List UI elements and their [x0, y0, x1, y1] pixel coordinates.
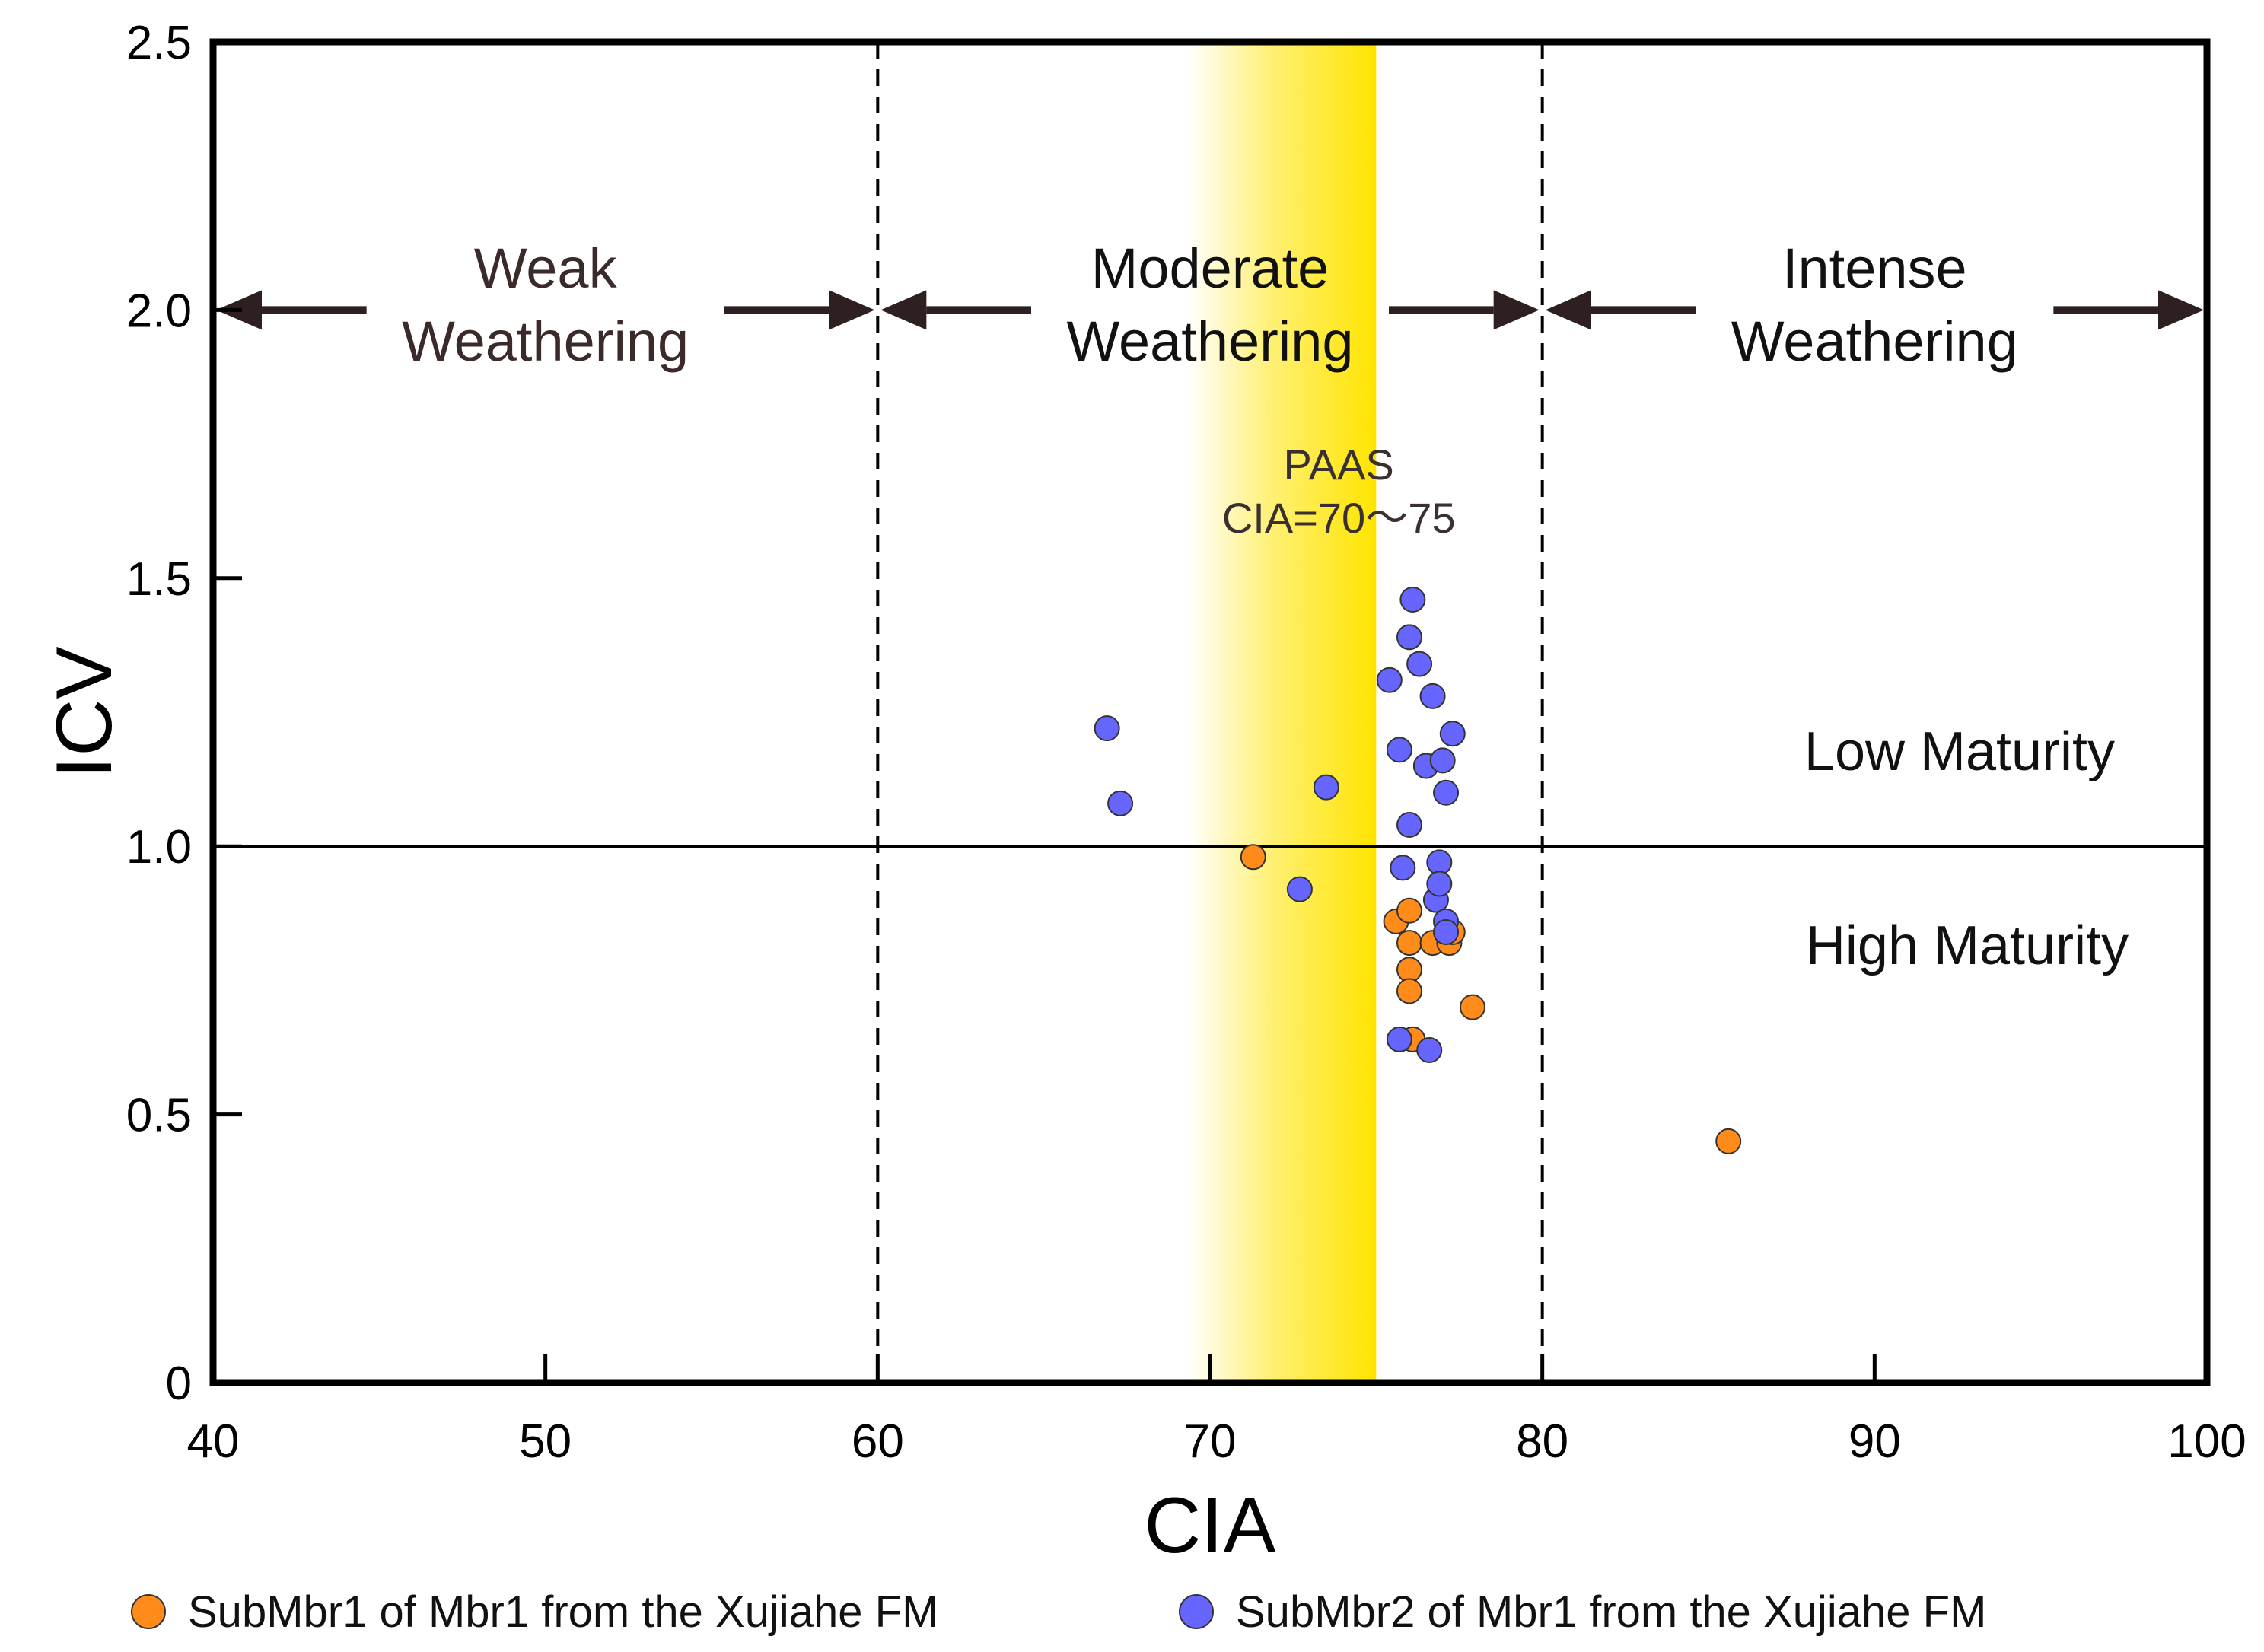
point-series2-2: [1286, 876, 1313, 902]
point-series1-10: [1459, 994, 1485, 1020]
point-series1-5: [1396, 978, 1422, 1004]
y-tick-label-2.5: 2.5: [126, 17, 192, 69]
point-series1-0: [1240, 844, 1266, 871]
zone-1-arrow-right-head: [1493, 290, 1540, 330]
point-series2-6: [1390, 855, 1416, 881]
point-series2-18: [1429, 747, 1456, 774]
paas-label: PAAS: [1284, 441, 1394, 489]
x-tick-label-60: 60: [852, 1415, 904, 1468]
zone-1-arrow-left-head: [880, 290, 927, 330]
point-series2-10: [1399, 586, 1426, 613]
point-series2-11: [1406, 651, 1433, 677]
point-series2-7: [1386, 1026, 1412, 1052]
point-series2-4: [1376, 667, 1403, 693]
point-series2-9: [1396, 624, 1422, 651]
point-series1-3: [1396, 930, 1422, 957]
paas-band: [1187, 42, 1377, 1383]
point-series2-8: [1396, 812, 1422, 839]
y-tick-label-0.5: 0.5: [126, 1090, 192, 1142]
y-tick-label-0: 0: [166, 1358, 192, 1410]
y-tick-label-1.5: 1.5: [126, 553, 192, 606]
x-tick-label-90: 90: [1848, 1415, 1901, 1468]
point-series2-0: [1094, 715, 1120, 742]
point-series1-2: [1396, 897, 1422, 924]
high-maturity-label: High Maturity: [1806, 915, 2129, 976]
point-series2-3: [1313, 774, 1339, 801]
point-series2-22: [1439, 721, 1466, 747]
x-axis-title: CIA: [1144, 1482, 1276, 1570]
x-tick-label-50: 50: [519, 1415, 572, 1468]
x-tick-label-40: 40: [187, 1415, 240, 1468]
legend-marker-submbr2: [1179, 1594, 1214, 1629]
point-series2-14: [1419, 683, 1446, 709]
zone-label-intense-line1: Intense: [1782, 237, 1967, 300]
y-tick-label-2: 2.0: [126, 285, 192, 337]
zone-label-moderate-line2: Weathering: [1066, 310, 1353, 373]
low-maturity-label: Low Maturity: [1804, 721, 2115, 782]
zone-label-moderate-line1: Moderate: [1091, 237, 1329, 300]
zone-label-intense-line2: Weathering: [1731, 310, 2018, 373]
zone-2-arrow-left-head: [1545, 290, 1591, 330]
point-series1-11: [1715, 1128, 1742, 1154]
y-axis-title: ICV: [40, 646, 129, 778]
y-tick-label-1: 1.0: [126, 821, 192, 874]
zone-2-arrow-right-head: [2158, 290, 2204, 330]
point-series2-5: [1386, 737, 1412, 763]
legend-marker-submbr1: [131, 1594, 166, 1629]
legend-label-submbr1: SubMbr1 of Mbr1 from the Xujiahe FM: [188, 1587, 938, 1637]
paas-cia-label: CIA=70～75: [1222, 494, 1456, 542]
legend: SubMbr1 of Mbr1 from the Xujiahe FM SubM…: [131, 1587, 1986, 1637]
point-series2-1: [1107, 790, 1134, 816]
point-series2-19: [1433, 779, 1460, 806]
x-tick-label-80: 80: [1516, 1415, 1568, 1468]
zone-label-weak-line2: Weathering: [402, 310, 689, 373]
x-tick-label-70: 70: [1184, 1415, 1237, 1468]
legend-label-submbr2: SubMbr2 of Mbr1 from the Xujiahe FM: [1236, 1587, 1986, 1637]
point-series2-21: [1433, 918, 1460, 945]
point-series2-13: [1416, 1037, 1443, 1064]
zone-0-arrow-right-head: [829, 290, 875, 330]
zone-label-weak-line1: Weak: [474, 237, 618, 300]
x-tick-label-100: 100: [2167, 1415, 2246, 1468]
point-series2-17: [1426, 871, 1453, 897]
